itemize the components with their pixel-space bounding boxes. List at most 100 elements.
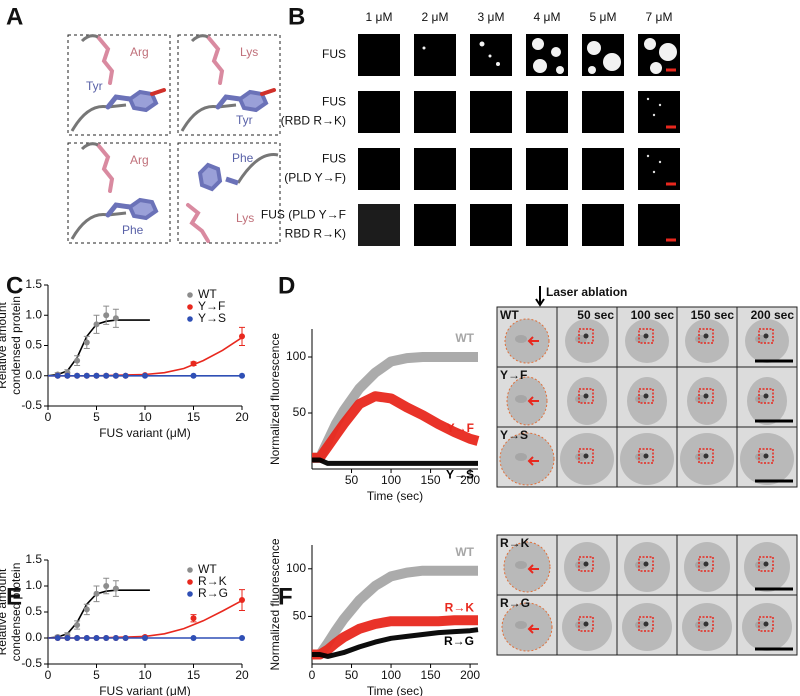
droplet <box>587 41 601 55</box>
ablation-roi <box>578 448 594 464</box>
droplet <box>658 103 662 107</box>
legend-label: R→K <box>198 574 227 588</box>
nucleus <box>500 433 554 485</box>
residue-label: Phe <box>232 151 254 165</box>
ablation-roi <box>758 556 774 572</box>
panel-box <box>177 34 281 136</box>
ablation-arrow <box>527 564 539 574</box>
backbone <box>236 153 279 184</box>
bleach-spot <box>703 621 709 627</box>
micrograph <box>470 91 512 133</box>
droplet <box>646 154 650 158</box>
x-tick-label: 100 <box>381 473 401 487</box>
data-point <box>190 360 197 367</box>
y-axis-label: Normalized fluorescence <box>268 538 282 670</box>
data-point <box>239 372 245 379</box>
row-label: (RBD R→K) <box>281 114 346 128</box>
row-label: FUS (PLD Y→F <box>261 208 346 222</box>
bleach-spot <box>763 333 769 339</box>
row-label: Y→S <box>500 428 528 442</box>
legend-marker <box>187 304 193 310</box>
x-tick-label: 10 <box>138 410 152 424</box>
x-tick-label: 20 <box>235 410 249 424</box>
y-tick-label: 50 <box>293 405 307 419</box>
micrograph <box>582 204 624 246</box>
data-point <box>122 635 129 641</box>
trace <box>312 615 478 660</box>
backbone <box>70 103 127 132</box>
row-label: R→G <box>500 596 530 610</box>
row-label: RBD R→K) <box>285 227 346 241</box>
row-label: FUS <box>322 47 346 61</box>
column-header: 7 μM <box>646 10 673 24</box>
bleach-spot <box>643 561 649 567</box>
nucleus-outline <box>499 432 555 486</box>
bleach-spot <box>583 453 589 459</box>
bleach-spot <box>763 393 769 399</box>
row-label: R→K <box>500 536 530 550</box>
ablation-roi <box>638 556 654 572</box>
micrograph <box>582 148 624 190</box>
data-point <box>93 372 100 379</box>
micrograph <box>414 148 456 190</box>
data-point <box>93 635 100 641</box>
panel-letter: E <box>6 583 22 610</box>
droplet <box>644 38 656 50</box>
ablation-arrow <box>527 624 539 634</box>
data-point <box>142 635 148 641</box>
ablation-roi <box>638 448 654 464</box>
residue-label: Lys <box>236 211 254 225</box>
legend-marker <box>187 579 193 585</box>
droplet <box>588 66 596 74</box>
data-point <box>239 597 245 604</box>
ablation-roi <box>698 616 714 632</box>
y-tick-label: 1.5 <box>25 552 42 566</box>
residue-label: Arg <box>130 45 149 59</box>
y-tick-label: 1.0 <box>25 307 42 321</box>
data-point <box>64 372 71 379</box>
x-tick-label: 15 <box>187 410 201 424</box>
ablation-roi <box>578 328 594 344</box>
column-header: 150 sec <box>691 308 735 322</box>
y-tick-label: 1.0 <box>25 578 42 592</box>
row-label: FUS <box>322 95 346 109</box>
bleach-spot <box>703 333 709 339</box>
legend-label: Y→S <box>198 311 226 325</box>
aromatic-ring <box>127 197 159 221</box>
nucleolus <box>515 561 527 569</box>
data-point <box>74 622 81 628</box>
bleach-spot <box>763 453 769 459</box>
residue-pair: Lys Tyr <box>180 34 276 132</box>
trace-label: WT <box>455 545 474 559</box>
nucleus <box>742 603 792 651</box>
ablation-roi <box>638 388 654 404</box>
panel-letter: F <box>278 583 293 610</box>
data-point <box>103 372 110 379</box>
y-tick-label: 100 <box>286 561 306 575</box>
data-point <box>54 635 61 641</box>
data-point <box>74 635 81 641</box>
droplet <box>488 54 492 58</box>
legend-label: Y→F <box>198 299 225 313</box>
nucleus <box>567 377 607 425</box>
x-tick-label: 150 <box>421 473 441 487</box>
ablation-marker <box>535 286 545 307</box>
data-point <box>190 372 197 379</box>
residue-pair: Phe Lys <box>186 151 279 243</box>
nucleolus <box>515 621 527 629</box>
x-tick-label: 10 <box>138 668 152 682</box>
backbone <box>190 34 209 43</box>
nucleolus <box>515 395 527 403</box>
y-tick-label: 0.5 <box>25 338 42 352</box>
y-tick-label: 50 <box>293 609 307 623</box>
micrograph <box>358 204 400 246</box>
panel-letter: B <box>288 3 305 30</box>
droplet <box>551 47 561 57</box>
column-header: 3 μM <box>478 10 505 24</box>
residue-pair: Arg Phe <box>70 142 159 240</box>
nucleus <box>745 319 789 363</box>
droplet <box>422 46 426 50</box>
row-label: Y→F <box>500 368 527 382</box>
micrograph <box>526 91 568 133</box>
y-axis-label: Relative amount <box>0 301 9 388</box>
